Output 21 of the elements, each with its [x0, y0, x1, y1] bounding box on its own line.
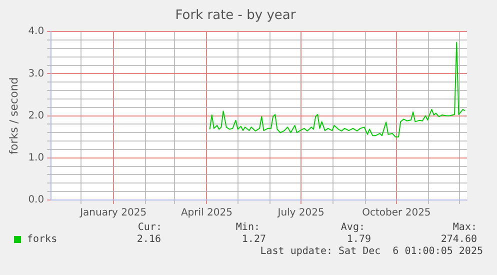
text: Last update: Sat Dec 6 01:00:05 2025 — [260, 246, 483, 257]
y-tick-label: 3.0 — [28, 68, 44, 80]
y-tick-label: 4.0 — [28, 26, 44, 38]
text: 1.79 — [346, 234, 371, 245]
y-tick-label: 2.0 — [28, 110, 44, 122]
x-tick-label: July 2025 — [276, 208, 324, 219]
x-tick-label: April 2025 — [180, 208, 232, 219]
legend-label: forks — [27, 234, 58, 245]
text: Max: — [452, 222, 477, 233]
y-tick-label: 0.0 — [28, 194, 44, 206]
text: Cur: — [138, 222, 162, 233]
text: 1.27 — [242, 234, 266, 245]
x-tick-label: January 2025 — [79, 208, 147, 219]
text: 2.16 — [136, 234, 161, 245]
y-tick-label: 1.0 — [28, 152, 44, 164]
chart-title: Fork rate - by year — [175, 8, 296, 24]
x-tick-label: October 2025 — [362, 208, 431, 219]
y-axis-title: forks / second — [7, 77, 20, 154]
text: 274.60 — [440, 234, 477, 245]
text: Avg: — [340, 222, 365, 233]
text: Min: — [236, 222, 260, 233]
